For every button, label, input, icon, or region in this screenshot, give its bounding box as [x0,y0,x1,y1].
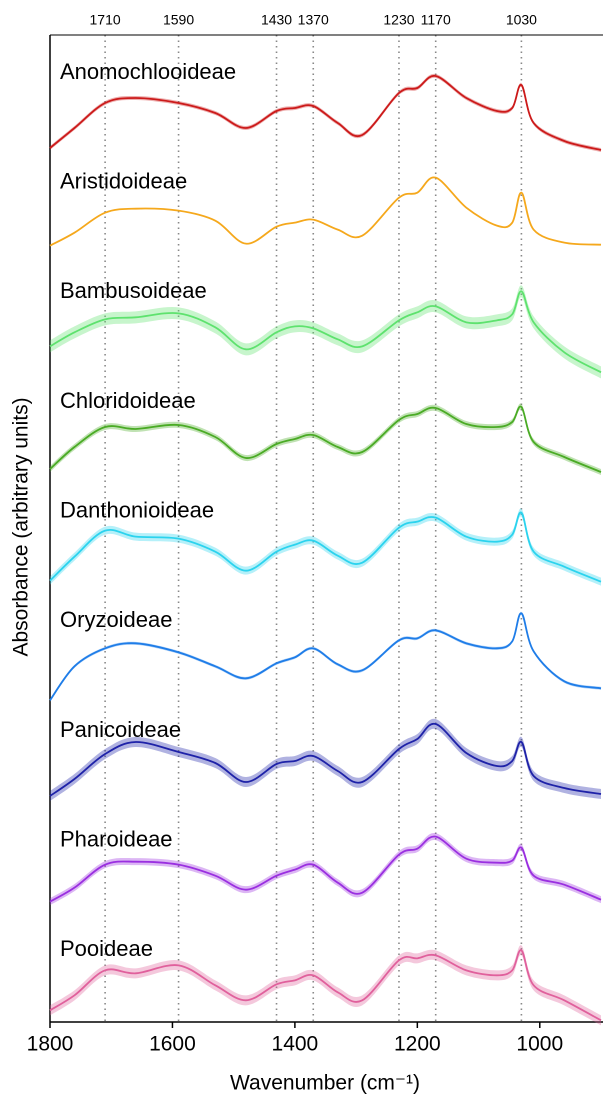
top-tick-label: 1370 [298,12,329,28]
series-label: Panicoideae [60,717,181,742]
top-tick-label: 1170 [421,12,451,28]
spectrum-line [49,949,602,1022]
top-tick-label: 1030 [506,12,537,28]
series-label: Danthonioideae [60,497,214,522]
series-label: Anomochlooideae [60,59,236,84]
spectrum-line [49,405,602,473]
spectrum-line [49,612,602,701]
series-label: Chloridoideae [60,388,196,413]
series-label: Pharoideae [60,826,173,851]
spectrum-line [49,722,602,797]
x-tick-label: 1800 [27,1033,74,1056]
spread-band [50,945,601,1026]
y-axis-label: Absorbance (arbitrary units) [10,397,33,656]
top-tick-label: 1710 [90,12,121,28]
spectrum-line [49,511,602,583]
series-label: Aristidoideae [60,168,187,193]
spectrum-line [49,290,602,374]
top-tick-label: 1430 [261,12,292,28]
top-tick-label: 1590 [163,12,194,28]
x-axis-label: Wavenumber (cm⁻¹) [230,1072,420,1095]
spread-band [50,403,601,475]
x-tick-label: 1400 [272,1033,319,1056]
spectrum-line [49,75,602,151]
spectrum-line [49,176,602,247]
series-label: Oryzoideae [60,607,173,632]
x-tick-label: 1200 [394,1033,441,1056]
spread-band [50,285,601,379]
x-tick-label: 1000 [516,1033,563,1056]
x-tick-label: 1600 [149,1033,196,1056]
series-label: Bambusoideae [60,278,207,303]
spread-band [50,718,601,801]
spectrum-line [49,835,602,903]
series-label: Pooideae [60,936,153,961]
top-tick-label: 1230 [383,12,414,28]
